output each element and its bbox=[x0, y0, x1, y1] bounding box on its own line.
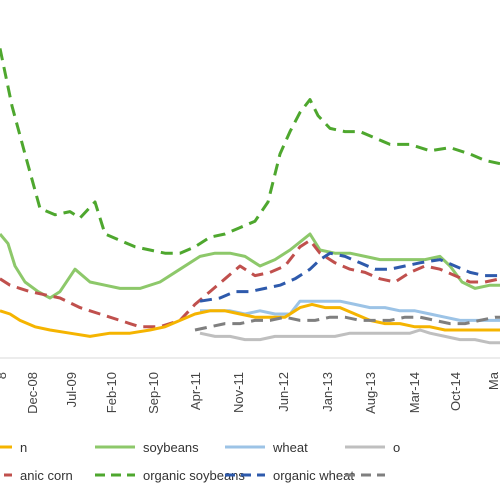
x-tick-label: Jun-12 bbox=[276, 372, 291, 412]
legend-label: n bbox=[20, 440, 27, 455]
x-tick-label: Jan-13 bbox=[320, 372, 335, 412]
legend-label: anic corn bbox=[20, 468, 73, 483]
series-line-organic-soybeans bbox=[0, 48, 500, 255]
series-line-corn bbox=[0, 302, 500, 338]
x-tick-label: Aug-13 bbox=[363, 372, 378, 414]
x-tick-label: Apr-11 bbox=[188, 372, 203, 410]
legend-label: organic soybeans bbox=[143, 468, 245, 483]
legend-label: wheat bbox=[272, 440, 308, 455]
x-tick-label: Oct-14 bbox=[448, 372, 463, 411]
legend-label: organic wheat bbox=[273, 468, 354, 483]
x-tick-label: Sep-10 bbox=[146, 372, 161, 414]
plot-area bbox=[0, 48, 500, 359]
x-axis-ticks: 8 Dec-08 Jul-09 Feb-10 Sep-10 Apr-11 Nov-11 Jun… bbox=[0, 371, 500, 414]
legend-label: soybeans bbox=[143, 440, 199, 455]
x-tick-label: Jul-09 bbox=[64, 372, 79, 407]
x-tick-label: Feb-10 bbox=[104, 372, 119, 413]
legend-label: o bbox=[393, 440, 400, 455]
series-line-organic-wheat bbox=[199, 251, 500, 303]
x-tick-label: Mar-14 bbox=[407, 372, 422, 413]
series-line-wheat bbox=[200, 299, 500, 322]
x-tick-label: Ma bbox=[486, 371, 500, 390]
x-tick-label: Nov-11 bbox=[231, 372, 246, 413]
series-line-organic-other- bbox=[194, 315, 500, 332]
series-line-other bbox=[199, 328, 500, 345]
x-tick-label-partial: 8 bbox=[0, 372, 9, 379]
series-line-soybeans bbox=[0, 232, 500, 300]
series-layer bbox=[0, 48, 500, 345]
x-tick-label: Dec-08 bbox=[25, 372, 40, 414]
legend: n soybeans wheat o anic corn organic soybeans… bbox=[0, 440, 400, 483]
series-line-organic-corn bbox=[0, 238, 500, 329]
